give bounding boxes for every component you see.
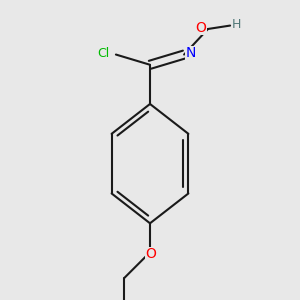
Text: Cl: Cl (98, 47, 110, 60)
Text: O: O (196, 21, 207, 34)
Text: N: N (185, 46, 196, 60)
Text: H: H (232, 18, 242, 32)
Text: O: O (145, 247, 156, 261)
